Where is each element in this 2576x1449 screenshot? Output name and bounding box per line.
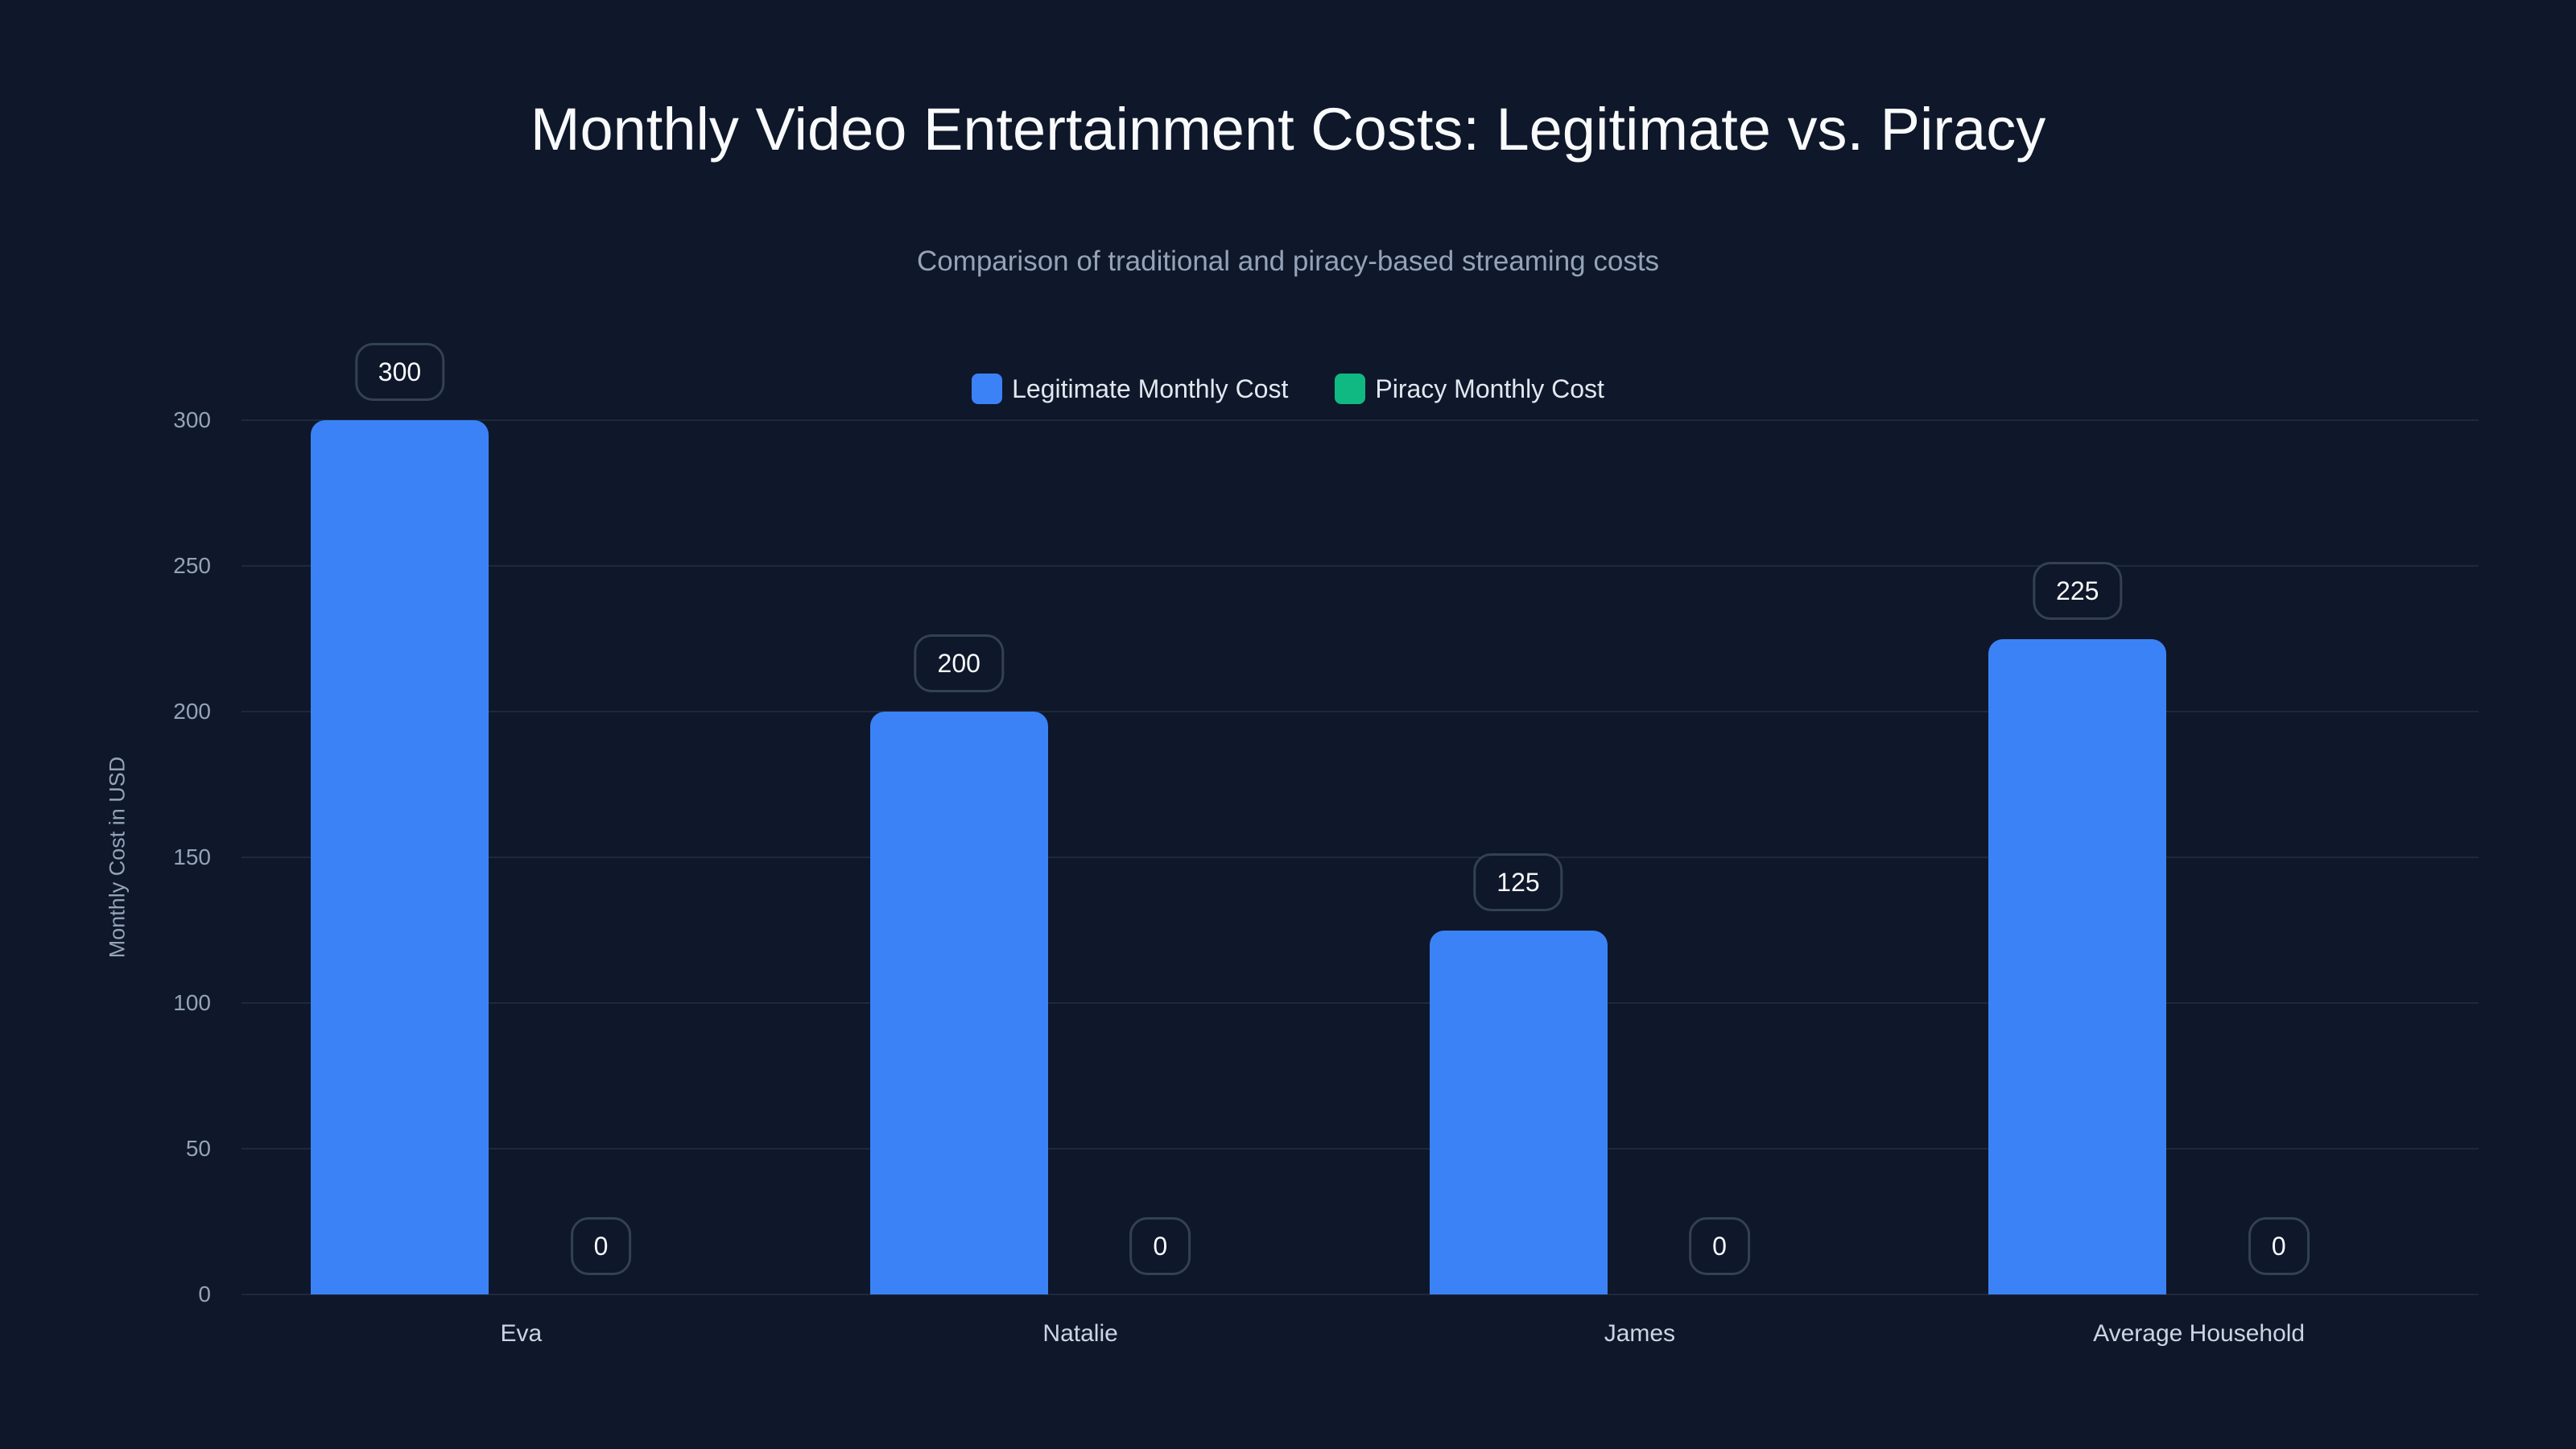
legend: Legitimate Monthly Cost Piracy Monthly C… <box>0 374 2576 404</box>
bar-legitimate[interactable] <box>1429 930 1608 1294</box>
bar-legitimate[interactable] <box>869 712 1048 1294</box>
gridline <box>242 1148 2479 1150</box>
gridline <box>242 565 2479 567</box>
y-axis-label: Monthly Cost in USD <box>105 756 130 959</box>
plot-area: 0 50 100 150 200 250 300 300 0 200 0 125 0 225 0 <box>173 343 2479 1307</box>
gridline <box>242 1294 2479 1295</box>
legend-item-legitimate[interactable]: Legitimate Monthly Cost <box>972 374 1288 404</box>
y-tick-label: 200 <box>173 699 211 724</box>
y-tick-label: 250 <box>173 553 211 578</box>
data-label: 125 <box>1473 852 1563 911</box>
y-tick-label: 300 <box>173 407 211 432</box>
legend-swatch-legitimate <box>972 374 1003 404</box>
legend-label: Legitimate Monthly Cost <box>1012 374 1289 403</box>
y-tick-label: 100 <box>173 990 211 1015</box>
gridline <box>242 1002 2479 1004</box>
data-label: 0 <box>1129 1217 1191 1275</box>
data-label: 300 <box>354 343 445 401</box>
x-tick-label: Eva <box>500 1320 543 1347</box>
data-label: 0 <box>1689 1217 1750 1275</box>
x-tick-label: Average Household <box>2093 1320 2306 1347</box>
legend-swatch-piracy <box>1335 374 1366 404</box>
chart-subtitle: Comparison of traditional and piracy-bas… <box>916 246 1660 277</box>
bar-legitimate[interactable] <box>1988 638 2167 1294</box>
data-label: 225 <box>2033 561 2123 620</box>
legend-label: Piracy Monthly Cost <box>1375 374 1604 403</box>
gridline <box>242 711 2479 712</box>
gridline <box>242 419 2479 421</box>
data-label: 200 <box>914 634 1004 692</box>
x-tick-label: Natalie <box>1042 1320 1118 1347</box>
y-tick-label: 0 <box>198 1282 211 1307</box>
gridline <box>242 857 2479 858</box>
data-label: 0 <box>2248 1217 2310 1275</box>
data-label: 0 <box>570 1217 632 1275</box>
y-tick-label: 50 <box>185 1136 211 1161</box>
x-tick-label: James <box>1604 1320 1676 1347</box>
chart-title: Monthly Video Entertainment Costs: Legit… <box>530 96 2046 163</box>
bar-legitimate[interactable] <box>311 420 489 1294</box>
legend-item-piracy[interactable]: Piracy Monthly Cost <box>1335 374 1604 404</box>
y-tick-label: 150 <box>173 844 211 869</box>
